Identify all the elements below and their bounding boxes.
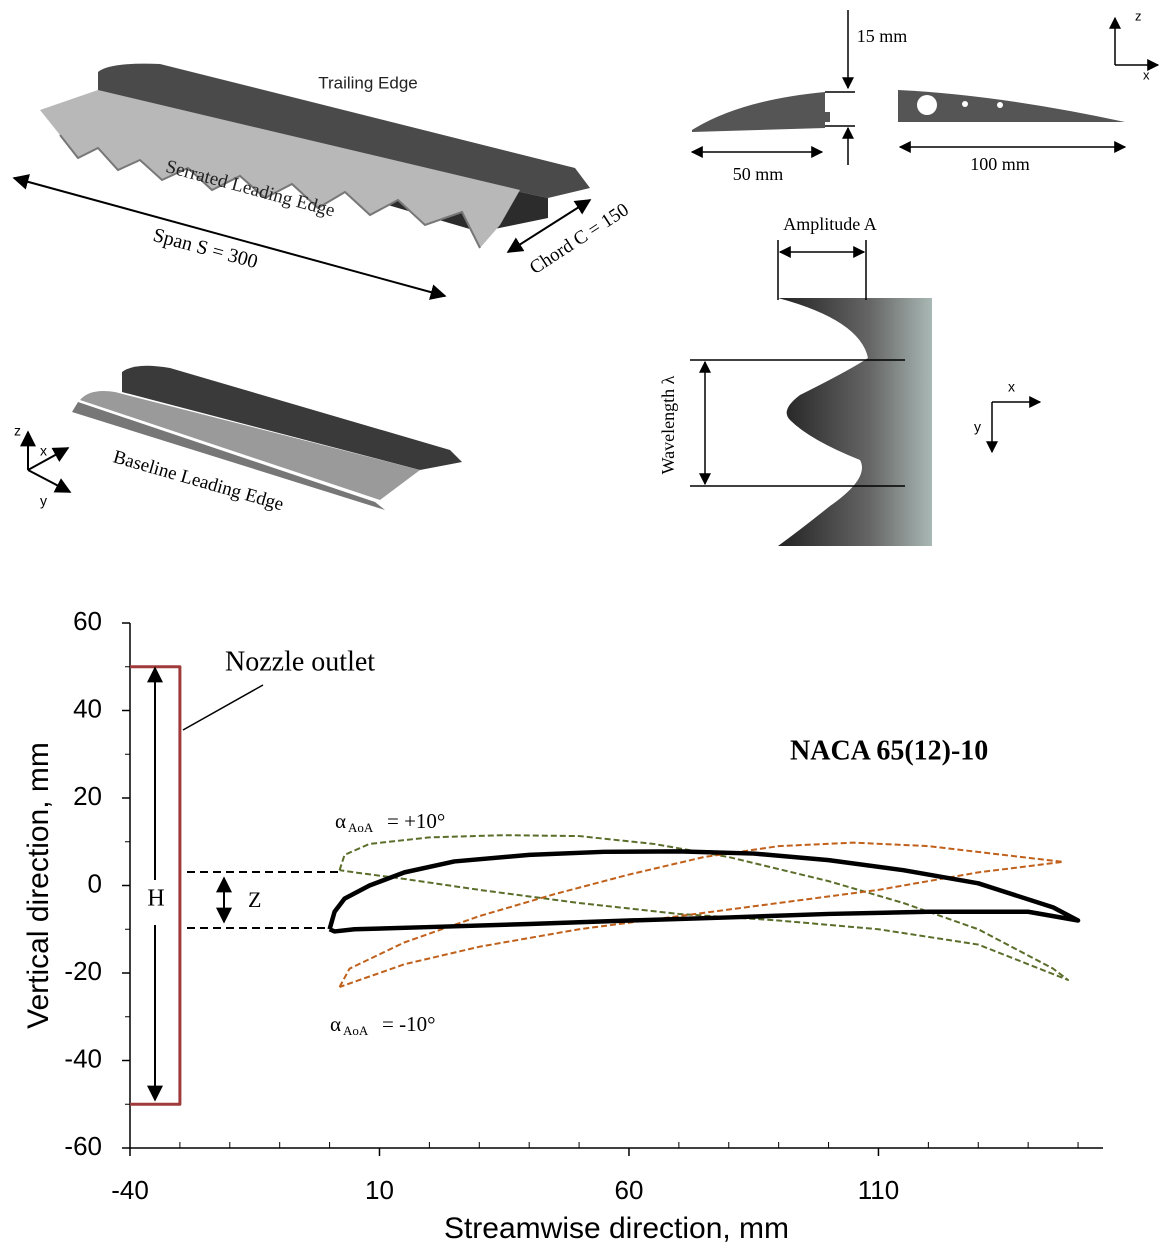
label: z [1135,8,1142,23]
y-tick-label: 60 [73,606,102,636]
series-line [340,835,1069,980]
baseline-airfoil [72,366,462,510]
annotation: = +10° [387,809,445,833]
annotation: NACA 65(12)-10 [790,735,988,766]
series-line [330,851,1078,931]
annotation: Nozzle outlet [225,646,375,677]
y-tick-label: -20 [64,956,102,986]
label: 15 mm [857,26,908,46]
figure: Trailing Edge Serrated Leading Edge Span… [0,0,1167,1253]
label: x [40,443,47,459]
label: y [40,493,47,509]
label: x [1008,379,1015,395]
serrated-airfoil [40,64,590,248]
x-tick-label: -40 [111,1175,149,1205]
y-tick-label: 0 [88,868,102,898]
annotation-line [183,685,263,730]
dimension-lines [692,10,1158,165]
y-tick-label: -60 [64,1131,102,1161]
label: Span S = 300 [151,224,260,273]
chart: 60 40 20 0 -20 -40 -60 -40 10 60 110 Streamwise dir… [22,606,1103,1245]
x-tick-label: 110 [858,1175,899,1205]
annotation: Z [248,887,261,912]
label: Amplitude A [783,214,877,234]
annotation: α [335,809,346,833]
label: Trailing Edge [318,73,418,92]
x-tick-label: 10 [365,1175,394,1205]
annotation: AoA [343,1023,369,1038]
label: 50 mm [733,164,784,184]
annotation: AoA [348,820,374,835]
label: y [974,419,981,435]
label: z [14,423,21,439]
label: x [1143,67,1150,82]
serration-planform [778,298,932,546]
annotation: α [330,1012,341,1036]
label: 100 mm [970,154,1030,174]
y-axis-title: Vertical direction, mm [22,742,55,1029]
label: Wavelength λ [658,375,678,474]
x-tick-label: 60 [615,1175,644,1205]
x-axis-title: Streamwise direction, mm [444,1212,789,1245]
le-section [692,92,830,132]
y-tick-label: 20 [73,781,102,811]
axes-icon [28,432,70,492]
annotation: = -10° [382,1012,435,1036]
y-tick-label: 40 [73,693,102,723]
annotation: H [147,886,164,912]
y-tick-label: -40 [64,1043,102,1073]
